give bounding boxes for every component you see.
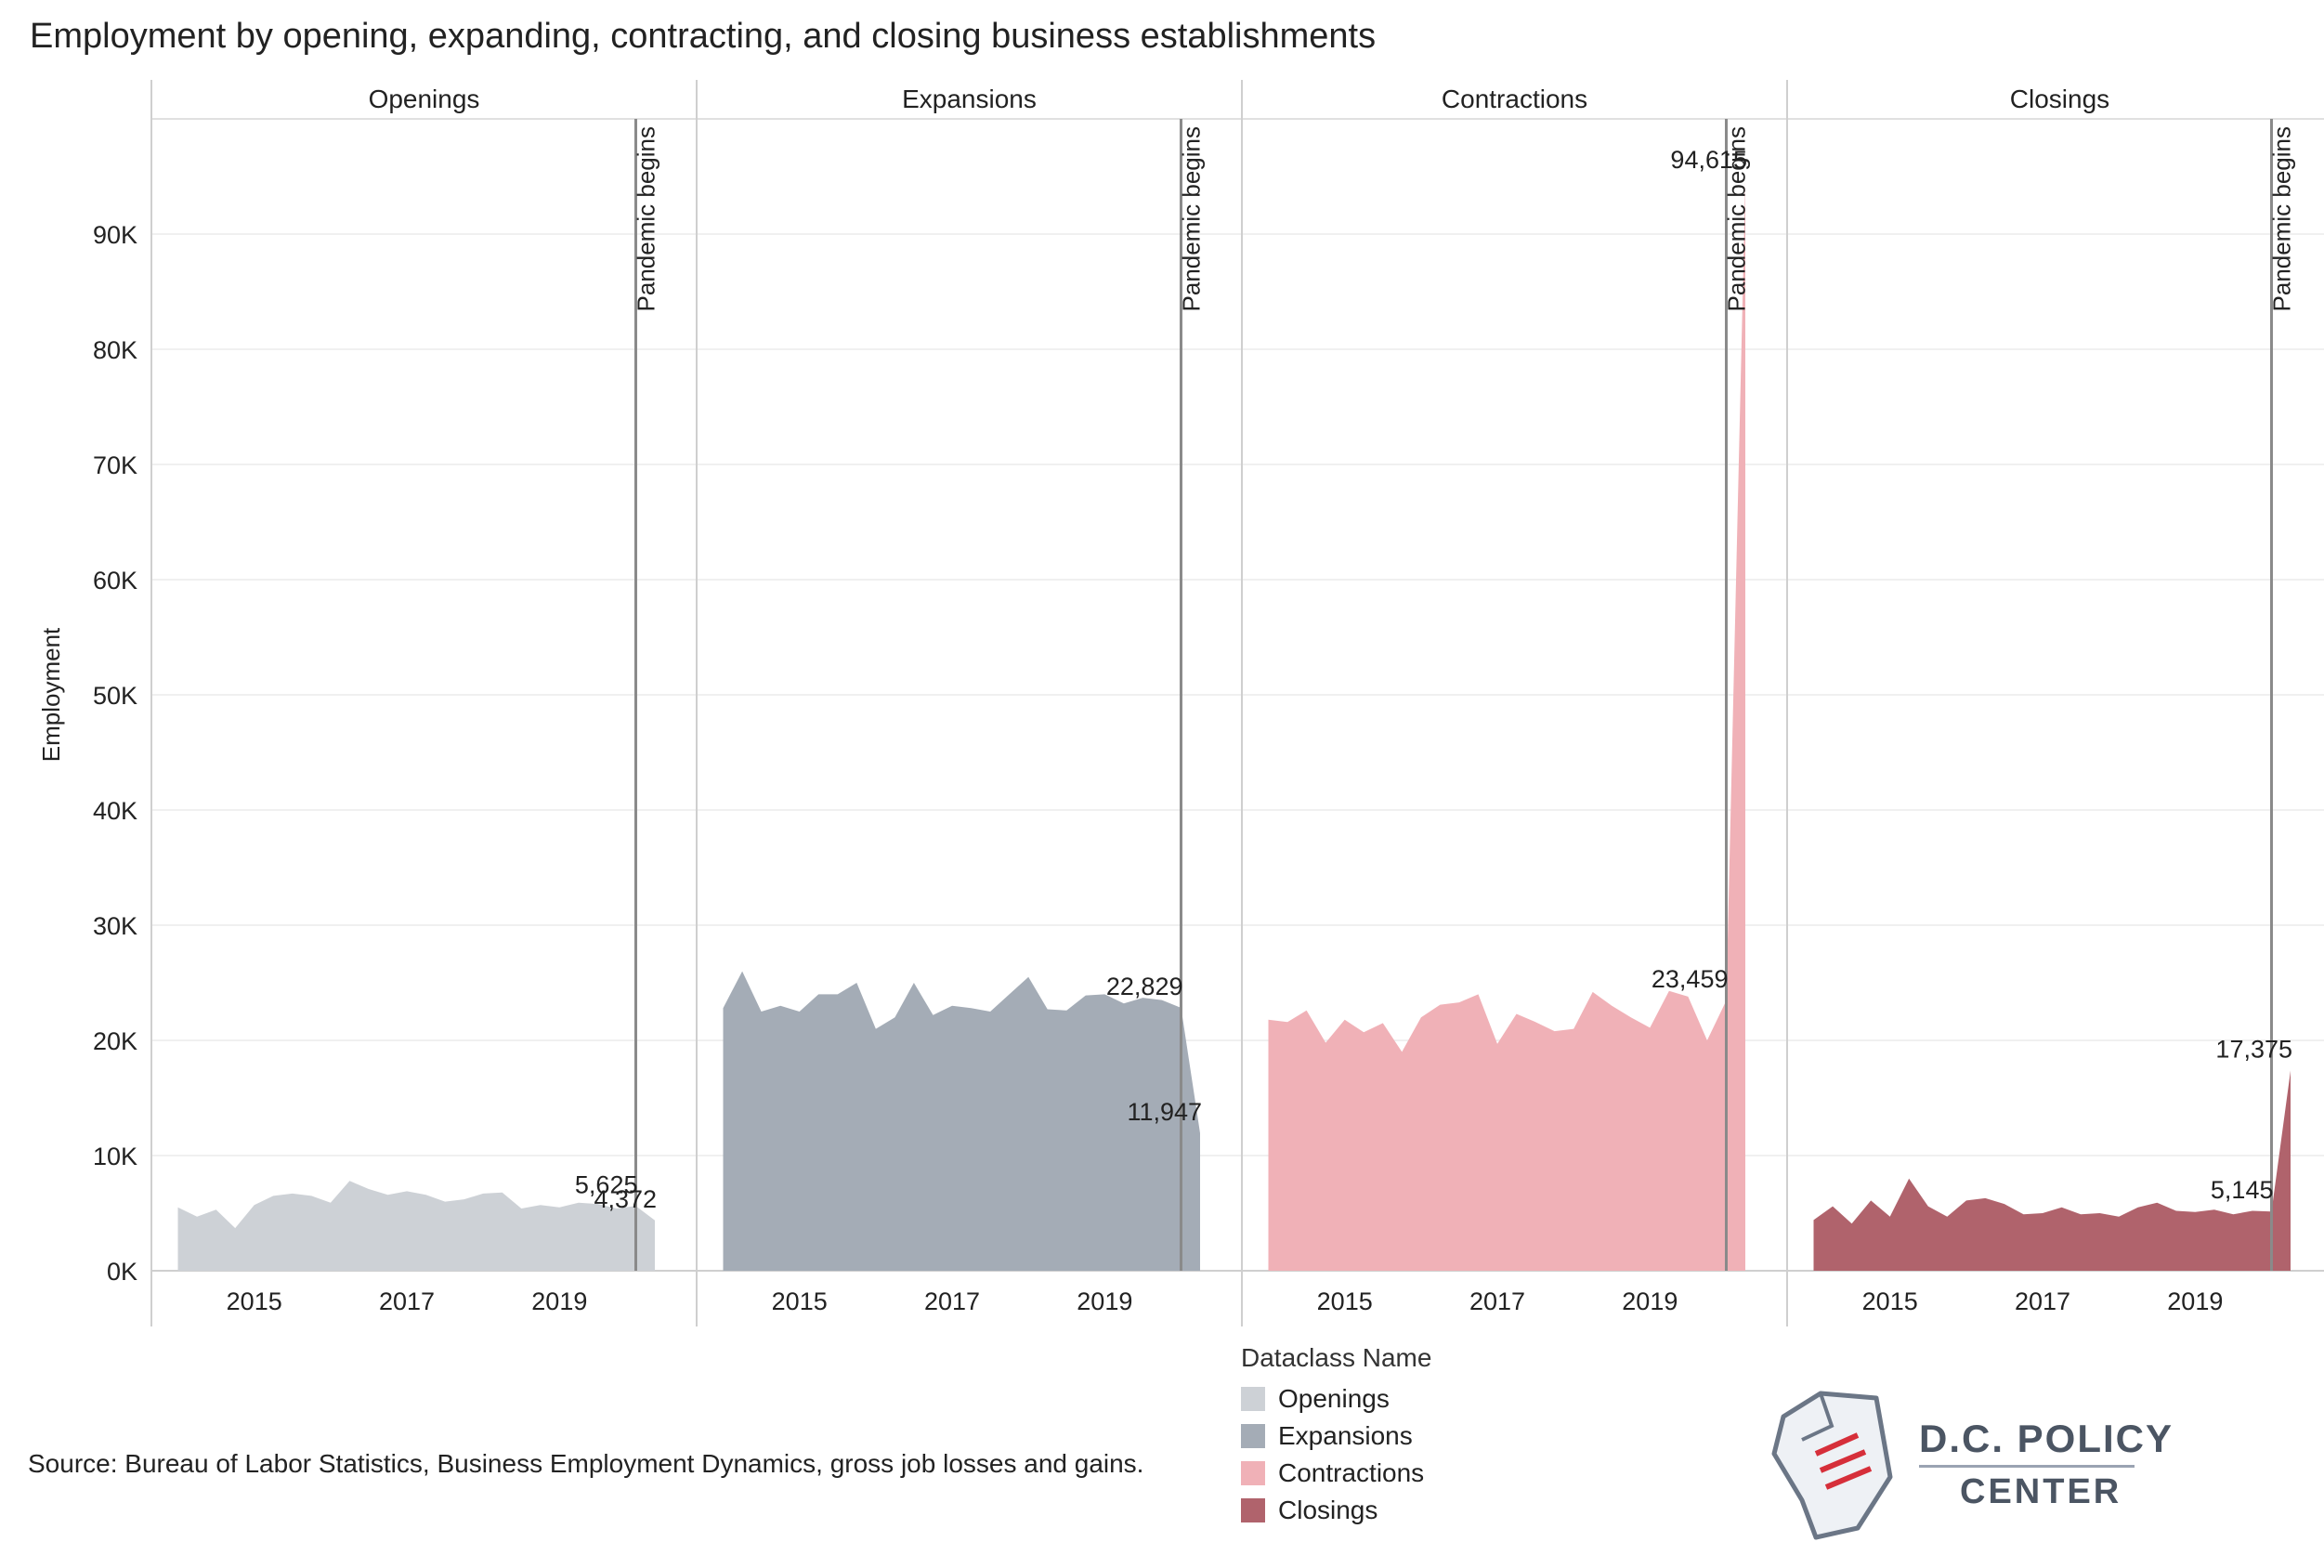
x-tick-label: 2015 [1862,1287,1918,1315]
legend-swatch-expansions [1241,1424,1265,1448]
y-tick-label: 10K [93,1143,137,1170]
pandemic-label: Pandemic begins [632,126,659,311]
x-tick-label: 2017 [2015,1287,2070,1315]
dc-policy-center-logo: D.C. POLICY CENTER [1765,1389,2172,1547]
x-tick-label: 2019 [1077,1287,1132,1315]
x-tick-label: 2015 [1317,1287,1373,1315]
legend-label-openings: Openings [1278,1384,1390,1413]
y-tick-label: 80K [93,336,137,364]
data-label: 4,372 [594,1185,657,1213]
area-contractions [1268,180,1745,1271]
x-tick-label: 2017 [1469,1287,1525,1315]
y-tick-label: 60K [93,567,137,595]
area-expansions [723,971,1200,1271]
logo-divider [1919,1465,2135,1468]
source-note: Source: Bureau of Labor Statistics, Busi… [28,1449,1144,1478]
pandemic-label: Pandemic begins [2267,126,2295,311]
x-tick-label: 2015 [227,1287,282,1315]
legend-item-openings[interactable]: Openings [1241,1380,1431,1418]
x-tick-label: 2015 [772,1287,828,1315]
y-axis-title: Employment [37,627,65,762]
panel-title-expansions: Expansions [902,85,1037,113]
area-openings [177,1181,655,1271]
legend-label-expansions: Expansions [1278,1421,1413,1450]
y-tick-label: 30K [93,912,137,940]
legend-swatch-openings [1241,1387,1265,1411]
x-tick-label: 2019 [531,1287,587,1315]
y-tick-label: 20K [93,1027,137,1055]
data-label: 5,625 [575,1170,638,1198]
legend-label-closings: Closings [1278,1496,1378,1524]
data-label: 5,145 [2211,1176,2274,1204]
legend-label-contractions: Contractions [1278,1458,1425,1487]
area-closings [1813,1070,2291,1271]
panel-title-closings: Closings [2010,85,2109,113]
legend-item-closings[interactable]: Closings [1241,1492,1431,1529]
legend-item-expansions[interactable]: Expansions [1241,1418,1431,1455]
logo-text-line2: CENTER [1960,1472,2122,1511]
data-label: 17,375 [2215,1036,2292,1064]
data-label: 23,459 [1652,965,1729,993]
y-tick-label: 70K [93,451,137,479]
y-tick-label: 90K [93,221,137,249]
x-tick-label: 2019 [1622,1287,1678,1315]
data-label: 94,615 [1670,146,1747,174]
data-label: 22,829 [1106,973,1183,1000]
panel-title-contractions: Contractions [1442,85,1587,113]
legend: Dataclass Name Openings Expansions Contr… [1241,1343,1431,1529]
data-label: 11,947 [1127,1098,1202,1126]
panel-title-openings: Openings [369,85,480,113]
legend-swatch-contractions [1241,1461,1265,1485]
x-tick-label: 2017 [379,1287,435,1315]
y-tick-label: 0K [107,1258,137,1286]
logo-text-line1: D.C. POLICY [1919,1417,2174,1460]
dc-map-document-icon [1771,1391,1893,1540]
pandemic-label: Pandemic begins [1722,126,1750,311]
x-tick-label: 2017 [924,1287,980,1315]
x-tick-label: 2019 [2167,1287,2223,1315]
chart-title: Employment by opening, expanding, contra… [30,17,1377,56]
legend-swatch-closings [1241,1498,1265,1522]
y-tick-label: 40K [93,797,137,825]
chart: Employment 0K 10K 20K 30K 40K 50K 60K 70K 80K 90K O… [37,80,2324,1326]
legend-title: Dataclass Name [1241,1343,1432,1372]
pandemic-label: Pandemic begins [1177,126,1205,311]
legend-item-contractions[interactable]: Contractions [1241,1455,1431,1492]
y-tick-label: 50K [93,682,137,710]
